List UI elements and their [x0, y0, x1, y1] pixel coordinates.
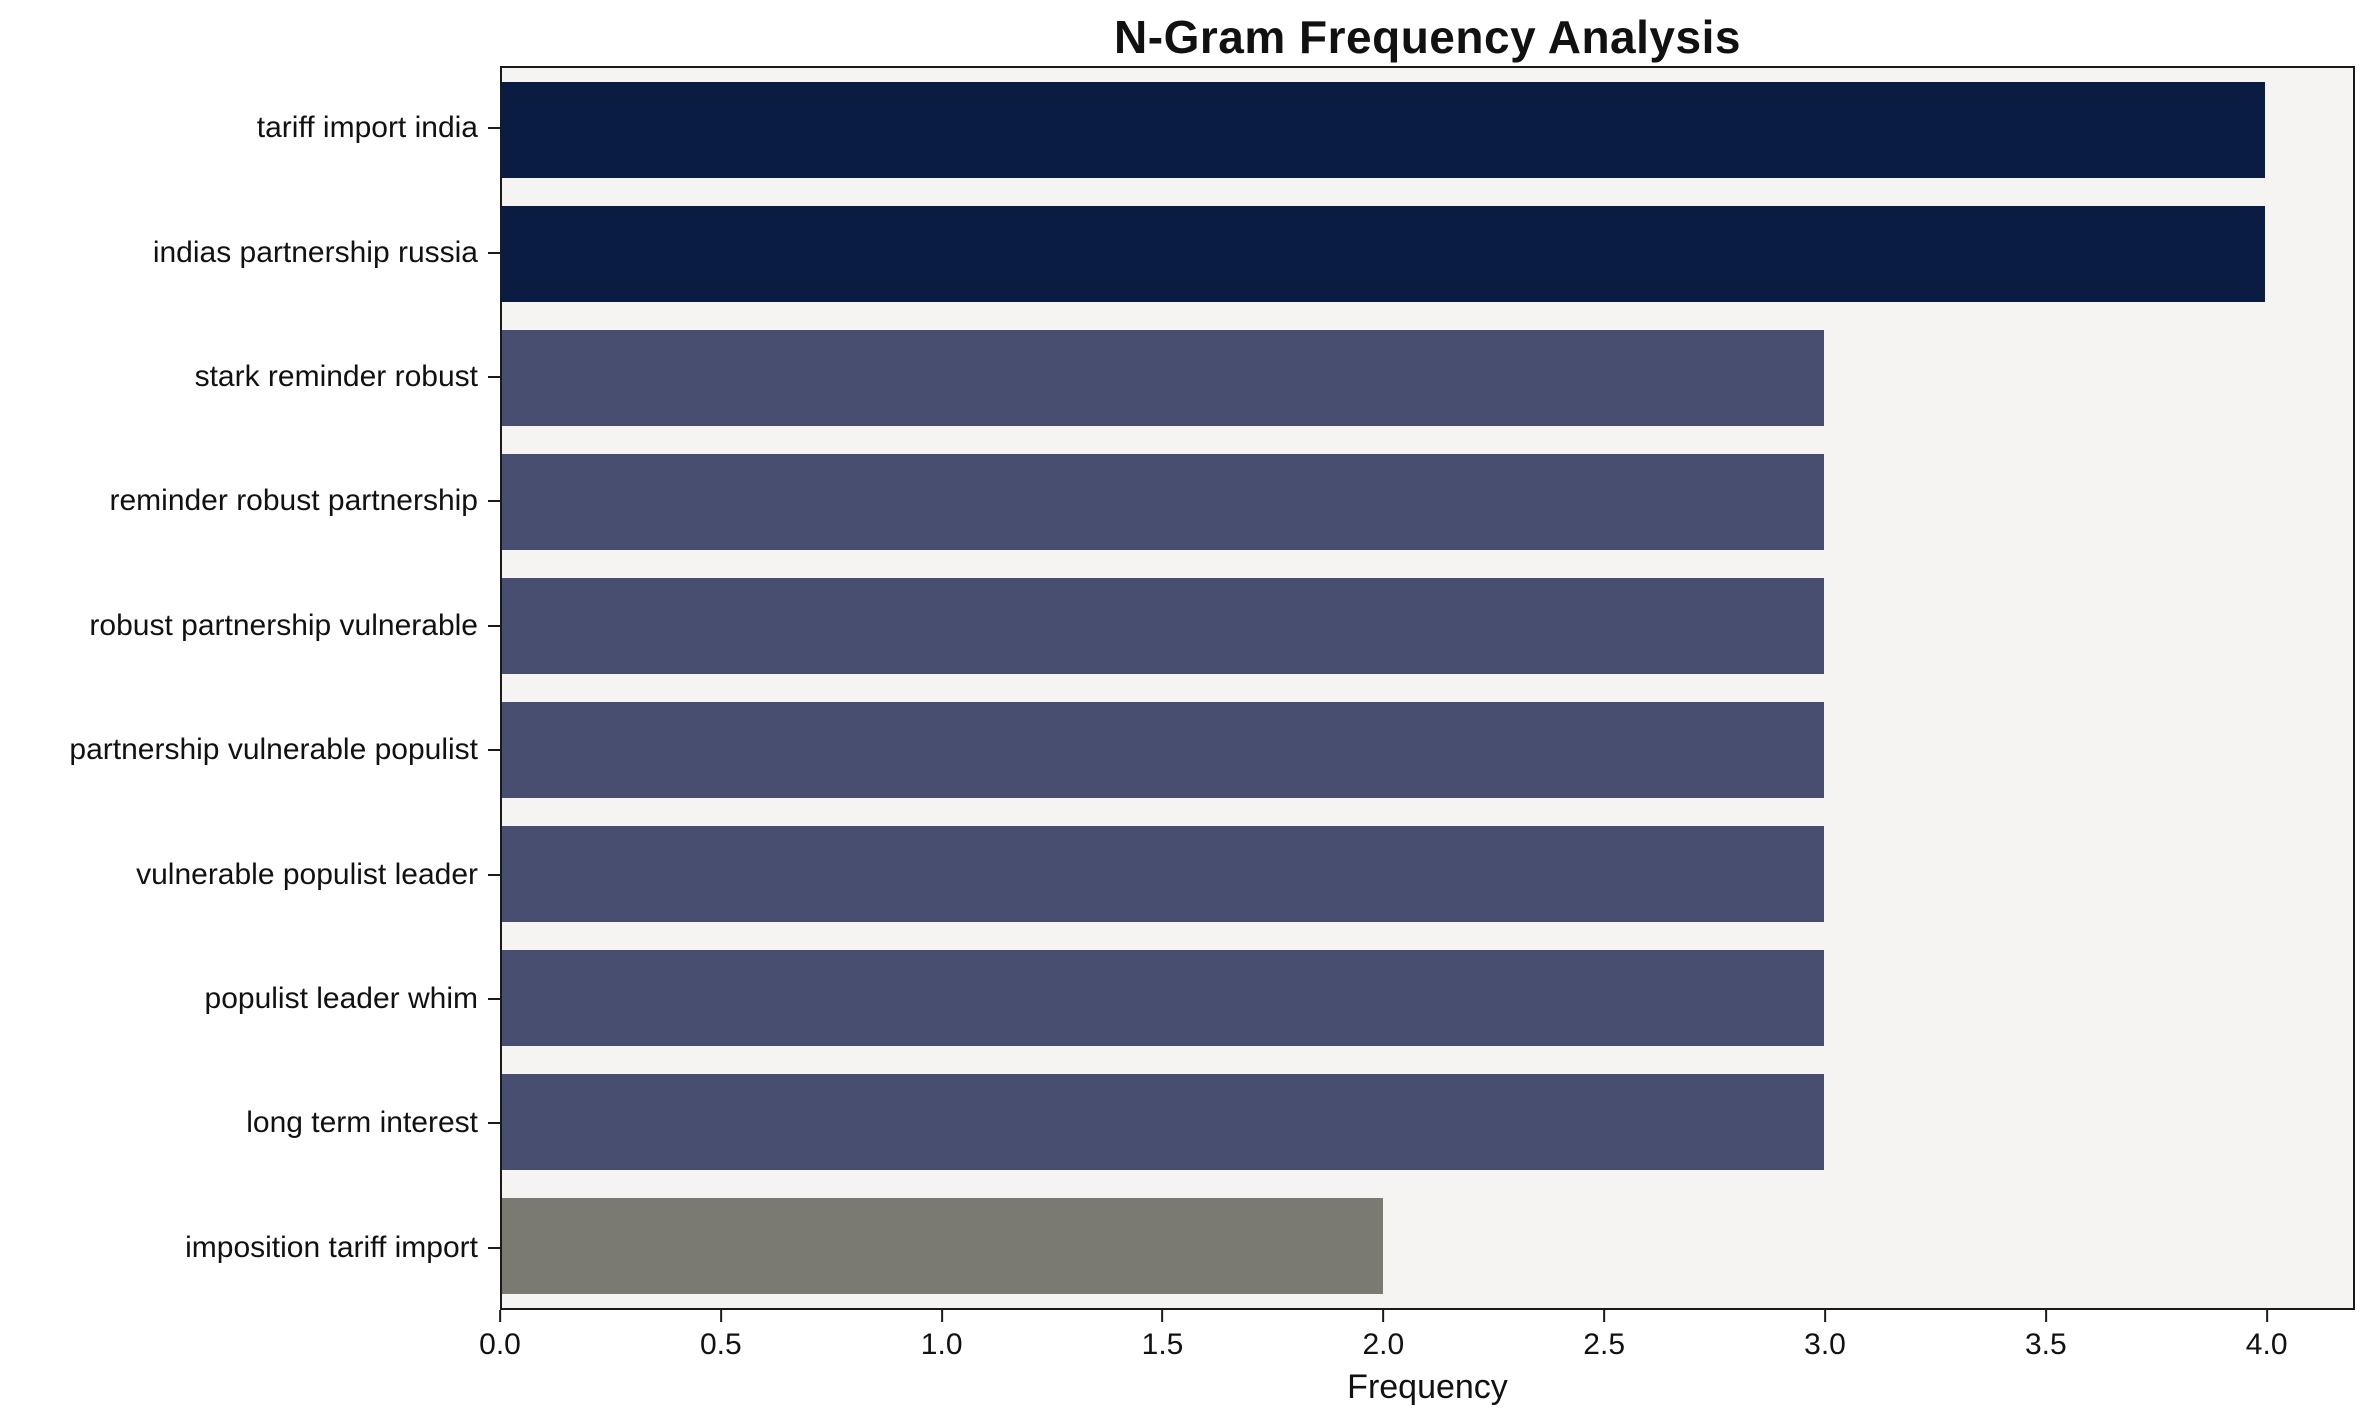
x-tick: 0.5 [700, 1310, 742, 1362]
x-tick: 3.0 [1804, 1310, 1846, 1362]
y-tick-mark [488, 624, 500, 627]
x-tick-label: 2.0 [1362, 1328, 1405, 1361]
bars-layer [502, 68, 2353, 1308]
x-tick-mark [940, 1310, 943, 1322]
y-tick-label: robust partnership vulnerable [89, 608, 478, 642]
y-tick-label: imposition tariff import [185, 1230, 478, 1264]
bar-row [502, 812, 2353, 936]
y-tick-label: vulnerable populist leader [136, 857, 478, 891]
bar-row [502, 440, 2353, 564]
bar [502, 81, 2265, 179]
x-axis-ticks: 0.0 0.5 1.0 1.5 2.0 2.5 3.0 3.5 4.0 [479, 1310, 2355, 1370]
x-tick-mark [1603, 1310, 1606, 1322]
x-tick: 0.0 [479, 1310, 521, 1362]
x-tick-mark [719, 1310, 722, 1322]
y-tick-row: reminder robust partnership [0, 439, 500, 563]
y-tick-label: indias partnership russia [152, 235, 478, 269]
y-tick-mark [488, 500, 500, 503]
x-tick: 3.5 [2025, 1310, 2067, 1362]
bar-row [502, 936, 2353, 1060]
x-tick-label: 0.5 [699, 1328, 742, 1361]
bar [502, 1073, 1825, 1171]
bar [502, 701, 1825, 799]
bar-row [502, 68, 2353, 192]
x-tick-label: 1.5 [1141, 1328, 1184, 1361]
y-tick-label: partnership vulnerable populist [69, 733, 478, 767]
y-tick-mark [488, 127, 500, 130]
x-tick-mark [2044, 1310, 2047, 1322]
x-tick-label: 3.0 [1804, 1328, 1846, 1361]
bar-row [502, 192, 2353, 316]
y-tick-row: tariff import india [0, 66, 500, 190]
x-tick: 2.5 [1583, 1310, 1625, 1362]
bar [502, 949, 1825, 1047]
y-tick-mark [488, 998, 500, 1001]
x-axis-label: Frequency [1347, 1368, 1508, 1406]
y-tick-mark [488, 1246, 500, 1249]
y-tick-label: stark reminder robust [194, 360, 478, 394]
y-tick-row: stark reminder robust [0, 315, 500, 439]
bar [502, 825, 1825, 923]
y-tick-row: long term interest [0, 1061, 500, 1185]
y-tick-mark [488, 251, 500, 254]
x-tick: 1.5 [1141, 1310, 1184, 1362]
y-tick-row: populist leader whim [0, 937, 500, 1061]
bar [502, 329, 1825, 427]
plot-area [500, 66, 2355, 1310]
bar [502, 453, 1825, 551]
x-tick-mark [2265, 1310, 2268, 1322]
y-tick-label: long term interest [246, 1106, 478, 1140]
x-tick-label: 2.5 [1583, 1328, 1626, 1361]
y-tick-mark [488, 749, 500, 752]
bar-row [502, 316, 2353, 440]
x-tick-mark [1161, 1310, 1164, 1322]
x-tick-mark [1382, 1310, 1385, 1322]
y-tick-mark [488, 873, 500, 876]
y-tick-row: vulnerable populist leader [0, 812, 500, 936]
x-tick-label: 0.0 [479, 1328, 521, 1361]
bar [502, 577, 1825, 675]
bar-row [502, 688, 2353, 812]
x-tick-label: 1.0 [920, 1328, 963, 1361]
x-tick: 2.0 [1362, 1310, 1404, 1362]
y-tick-row: partnership vulnerable populist [0, 688, 500, 812]
bar-row [502, 1184, 2353, 1308]
y-tick-label: populist leader whim [204, 982, 478, 1016]
x-tick-mark [499, 1310, 501, 1322]
y-tick-row: robust partnership vulnerable [0, 564, 500, 688]
x-tick: 4.0 [2246, 1310, 2288, 1362]
chart-title: N-Gram Frequency Analysis [1114, 11, 1741, 63]
bar [502, 1197, 1384, 1295]
bar [502, 205, 2265, 303]
x-tick-mark [1824, 1310, 1826, 1322]
bar-row [502, 1060, 2353, 1184]
y-tick-mark [488, 1122, 500, 1125]
y-tick-row: imposition tariff import [0, 1186, 500, 1310]
x-tick: 1.0 [921, 1310, 963, 1362]
y-tick-row: indias partnership russia [0, 190, 500, 314]
y-tick-label: tariff import india [256, 111, 478, 145]
x-tick-label: 4.0 [2245, 1328, 2288, 1361]
bar-row [502, 564, 2353, 688]
y-tick-label: reminder robust partnership [109, 484, 478, 518]
y-axis-labels: tariff import india indias partnership ru… [0, 66, 500, 1310]
x-tick-label: 3.5 [2024, 1328, 2067, 1361]
y-tick-mark [488, 376, 500, 379]
